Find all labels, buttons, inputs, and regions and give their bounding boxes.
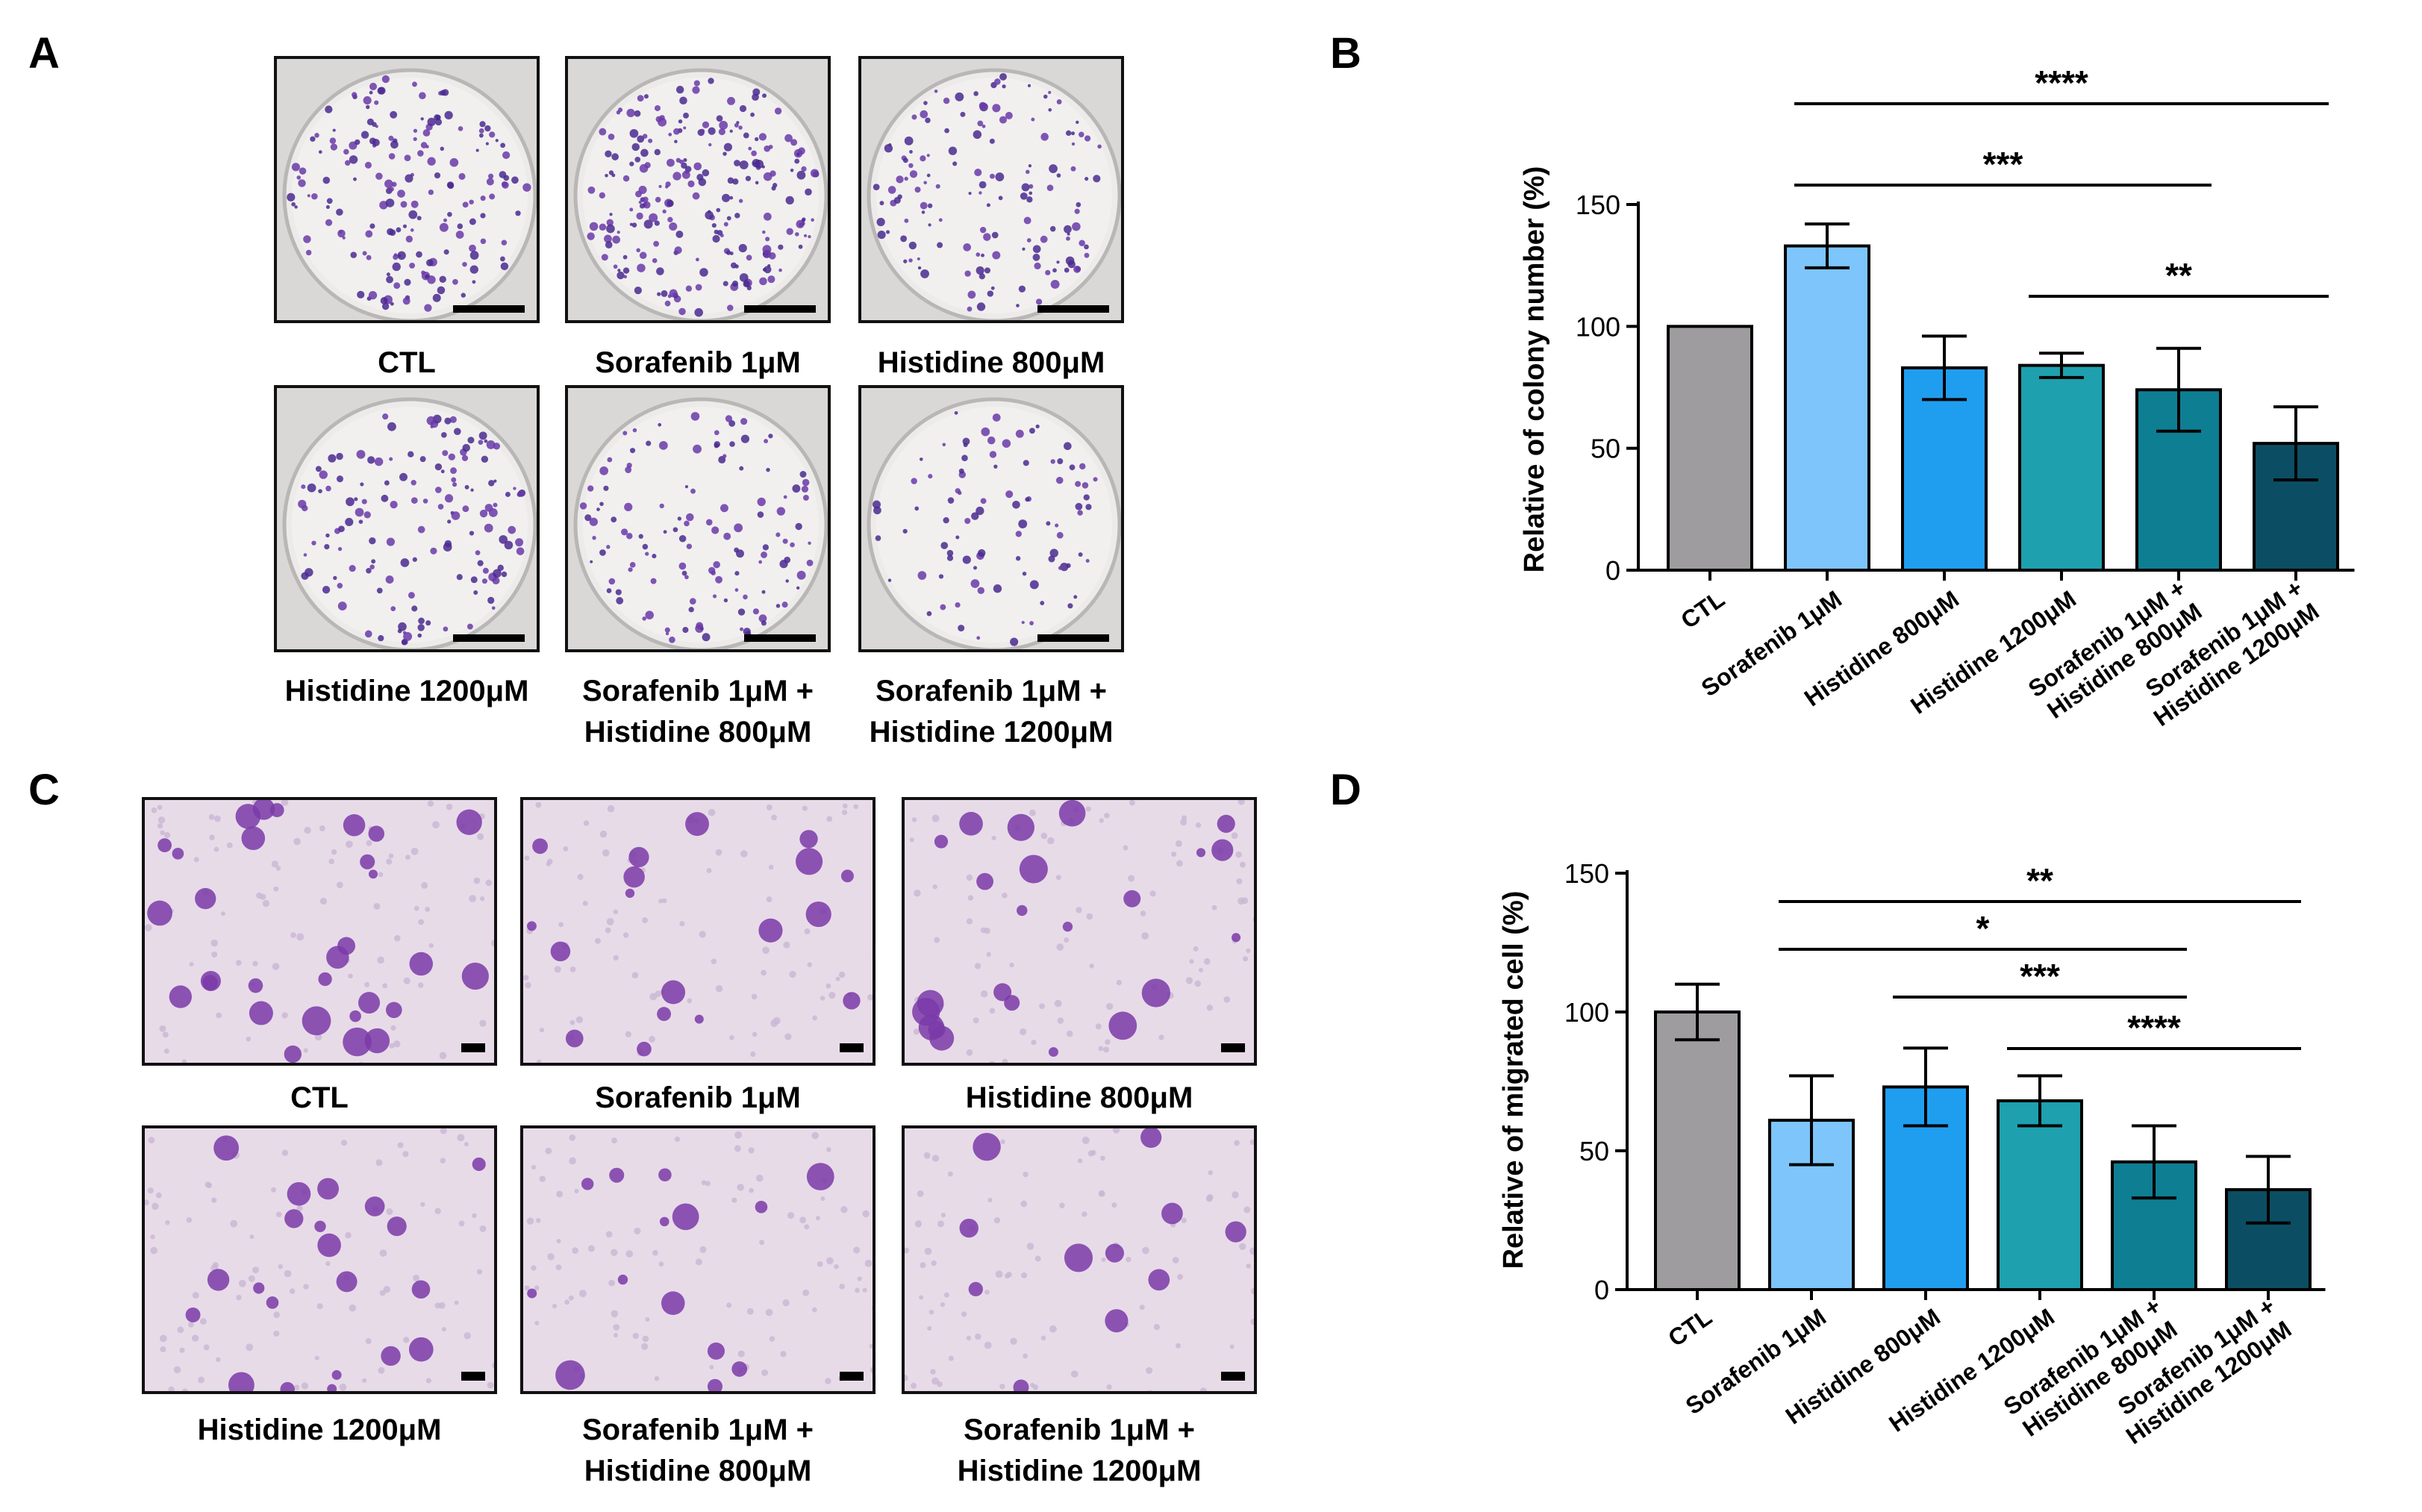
error-bar: [2132, 1124, 2176, 1200]
migration-micrograph: [902, 1125, 1257, 1394]
micrograph-field: [523, 1128, 873, 1391]
scale-bar: [461, 1043, 485, 1052]
colony-dish-image: [858, 385, 1124, 652]
panel-c-caption: Histidine 1200μM: [197, 1413, 442, 1446]
panel-a-caption: CTL: [378, 346, 436, 379]
scale-bar: [1037, 634, 1109, 642]
panel-a-caption: Histidine 1200μM: [869, 716, 1114, 749]
panel-letter-b: B: [1330, 29, 1361, 78]
bar: [1784, 244, 1870, 572]
error-bar: [1789, 1074, 1834, 1166]
scale-bar: [1221, 1372, 1245, 1381]
significance-label: *: [1976, 909, 1990, 948]
panel-a-caption: Histidine 800μM: [584, 716, 812, 749]
scale-bar: [840, 1372, 864, 1381]
y-axis-label: Relative of migrated cell (%): [1498, 891, 1529, 1269]
panel-a-caption: Histidine 1200μM: [284, 675, 529, 707]
panel-c-caption: CTL: [290, 1081, 349, 1114]
error-bar: [1903, 1046, 1948, 1128]
error-bar: [2246, 1155, 2291, 1225]
panel-c-caption: Sorafenib 1μM +: [581, 1413, 814, 1446]
error-bar: [1675, 982, 1720, 1042]
x-tick-label: CTL: [1663, 1303, 1717, 1352]
error-bar: [2017, 1074, 2062, 1128]
significance-label: **: [2026, 861, 2053, 900]
panel-c-caption: Sorafenib 1μM: [595, 1081, 801, 1114]
bar: [1997, 1099, 2083, 1292]
petri-dish: [277, 59, 537, 320]
error-bar: [2273, 405, 2318, 482]
error-bar: [2156, 346, 2201, 433]
micrograph-field: [145, 1128, 494, 1391]
panel-a-caption: Sorafenib 1μM +: [875, 675, 1108, 707]
migration-micrograph: [142, 797, 497, 1066]
colony-dish-image: [274, 385, 540, 652]
migration-micrograph: [902, 797, 1257, 1066]
panel-a-caption: Histidine 800μM: [877, 346, 1105, 379]
significance-label: ***: [1983, 145, 2023, 184]
significance-label: ****: [2035, 63, 2088, 102]
petri-dish: [277, 388, 537, 649]
significance-label: ***: [2020, 957, 2060, 996]
colony-dish-image: [858, 56, 1124, 323]
panel-c-caption: Histidine 1200μM: [957, 1455, 1202, 1487]
panel-a-caption: Sorafenib 1μM +: [581, 675, 814, 707]
error-bar: [2039, 352, 2084, 379]
panel-letter-a: A: [28, 29, 60, 78]
migration-micrograph: [142, 1125, 497, 1394]
micrograph-field: [523, 800, 873, 1063]
migration-micrograph: [520, 797, 876, 1066]
y-tick-label: 0: [1605, 555, 1620, 586]
bar: [1654, 1010, 1741, 1291]
y-tick-label: 150: [1576, 190, 1620, 220]
colony-dish-image: [565, 385, 831, 652]
panel-a-caption: Sorafenib 1μM: [595, 346, 801, 379]
colony-dish-image: [274, 56, 540, 323]
y-tick-label: 100: [1576, 311, 1620, 342]
y-tick-label: 50: [1591, 434, 1620, 464]
scale-bar: [744, 305, 816, 313]
petri-dish: [861, 388, 1121, 649]
panel-c-caption: Histidine 800μM: [965, 1081, 1193, 1114]
scale-bar: [453, 305, 525, 313]
bar: [1901, 366, 1988, 572]
migration-micrograph: [520, 1125, 876, 1394]
error-bar: [1922, 334, 1967, 402]
y-tick-label: 100: [1564, 997, 1609, 1028]
y-tick-label: 150: [1564, 858, 1609, 889]
significance-label: **: [2165, 256, 2192, 295]
colony-dish-image: [565, 56, 831, 323]
y-tick-label: 0: [1594, 1275, 1609, 1305]
y-axis-label: Relative of colony number (%): [1519, 166, 1550, 573]
petri-dish: [568, 388, 828, 649]
scale-bar: [744, 634, 816, 642]
petri-dish: [568, 59, 828, 320]
micrograph-field: [145, 800, 494, 1063]
panel-c-caption: Histidine 800μM: [584, 1455, 812, 1487]
scale-bar: [453, 634, 525, 642]
bar: [2018, 363, 2105, 572]
micrograph-field: [905, 1128, 1254, 1391]
error-bar: [1805, 222, 1850, 269]
panel-letter-d: D: [1330, 766, 1361, 814]
scale-bar: [1221, 1043, 1245, 1052]
scale-bar: [461, 1372, 485, 1381]
petri-dish: [861, 59, 1121, 320]
panel-letter-c: C: [28, 766, 60, 814]
y-tick-label: 50: [1579, 1136, 1609, 1166]
scale-bar: [840, 1043, 864, 1052]
panel-c-caption: Sorafenib 1μM +: [963, 1413, 1196, 1446]
micrograph-field: [905, 800, 1254, 1063]
scale-bar: [1037, 305, 1109, 313]
significance-label: ****: [2127, 1008, 2181, 1047]
